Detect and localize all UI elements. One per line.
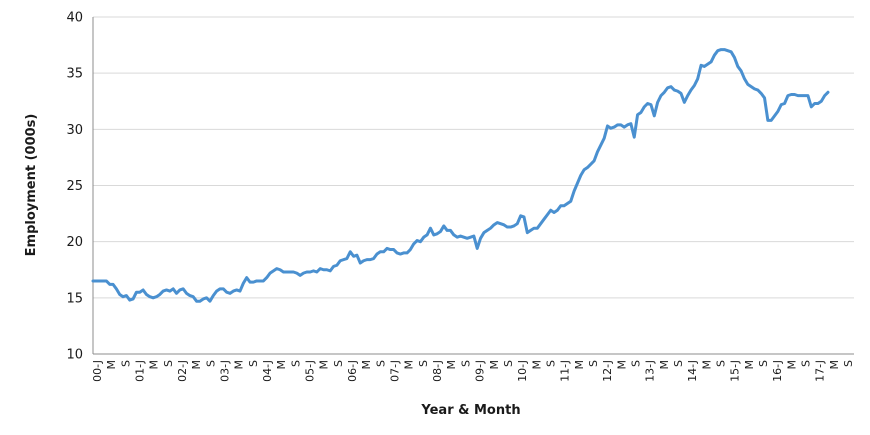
y-tick-label: 35	[66, 67, 83, 82]
x-tick-label: M	[743, 360, 756, 370]
x-tick-label: 12-J	[601, 360, 614, 382]
x-tick-label: M	[403, 360, 416, 370]
x-tick-label: 10-J	[516, 360, 529, 382]
x-tick-label: S	[332, 360, 345, 367]
y-tick-label: 30	[66, 123, 83, 138]
x-tick-label: 16-J	[771, 360, 784, 382]
x-tick-label: S	[374, 360, 387, 367]
x-tick-label: S	[757, 360, 770, 367]
x-tick-label: M	[148, 360, 161, 370]
x-tick-label: 17-J	[814, 360, 827, 382]
x-tick-label: 04-J	[261, 360, 274, 382]
y-tick-label: 20	[66, 235, 83, 250]
axes	[92, 17, 854, 355]
x-tick-label: 07-J	[389, 360, 402, 382]
x-tick-label: 14-J	[686, 360, 699, 382]
x-tick-label: M	[105, 360, 118, 370]
y-axis-title: Employment (000s)	[24, 114, 39, 257]
x-tick-label: M	[445, 360, 458, 370]
gridlines	[93, 16, 854, 299]
x-tick-label: M	[615, 360, 628, 370]
x-tick-label: S	[417, 360, 430, 367]
x-tick-label: M	[275, 360, 288, 370]
y-tick-label: 15	[66, 291, 83, 306]
x-tick-label: S	[587, 360, 600, 367]
x-tick-label: S	[459, 360, 472, 367]
x-tick-label: 03-J	[219, 360, 232, 382]
x-tick-label: S	[629, 360, 642, 367]
x-tick-label: S	[289, 360, 302, 367]
y-tick-label: 10	[66, 348, 83, 363]
x-tick-label: S	[714, 360, 727, 367]
x-tick-label: 11-J	[559, 360, 572, 382]
x-tick-label: M	[700, 360, 713, 370]
y-tick-label: 40	[66, 11, 83, 26]
x-tick-label: S	[502, 360, 515, 367]
x-tick-label: M	[190, 360, 203, 370]
x-tick-label: S	[544, 360, 557, 367]
series-layer	[91, 48, 830, 303]
y-tick-label: 25	[66, 179, 83, 194]
x-tick-label: 06-J	[346, 360, 359, 382]
x-tick-label: M	[658, 360, 671, 370]
x-tick-label: S	[842, 360, 855, 367]
x-tick-label: M	[530, 360, 543, 370]
x-tick-label: S	[204, 360, 217, 367]
x-tick-label: S	[162, 360, 175, 367]
x-tick-label: 01-J	[134, 360, 147, 382]
x-tick-label: S	[119, 360, 132, 367]
x-tick-label: S	[247, 360, 260, 367]
x-tick-label: 13-J	[644, 360, 657, 382]
x-tick-label: M	[233, 360, 246, 370]
x-tick-label: 08-J	[431, 360, 444, 382]
x-tick-labels: 00-J M S 01-J M S 02-J M S 03-J M S 04-J M S 05-J M S 06-J…	[91, 360, 855, 382]
x-tick-label: S	[672, 360, 685, 367]
x-tick-label: S	[799, 360, 812, 367]
x-tick-label: M	[573, 360, 586, 370]
x-tick-label: 15-J	[729, 360, 742, 382]
x-tick-label: M	[488, 360, 501, 370]
x-tick-label: 05-J	[304, 360, 317, 382]
x-tick-label: M	[360, 360, 373, 370]
x-tick-label: M	[318, 360, 331, 370]
x-tick-label: 02-J	[176, 360, 189, 382]
x-axis-title: Year & Month	[420, 403, 520, 418]
series-line	[91, 48, 830, 303]
x-tick-label: M	[785, 360, 798, 370]
y-tick-labels: 10 15 20 25 30 35 40	[66, 11, 83, 363]
x-tick-label: 00-J	[91, 360, 104, 382]
x-tick-label: 09-J	[474, 360, 487, 382]
x-tick-label: M	[828, 360, 841, 370]
